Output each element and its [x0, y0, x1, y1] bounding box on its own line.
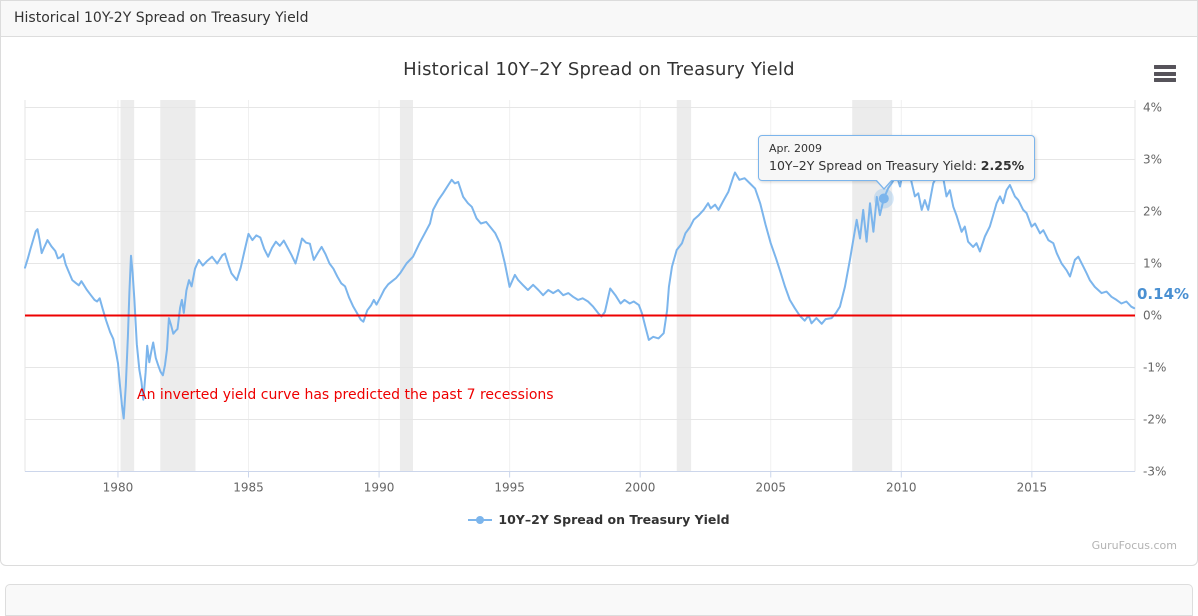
- x-axis-label: 1980: [103, 481, 134, 495]
- x-axis-label: 1990: [364, 481, 395, 495]
- legend-item[interactable]: 10Y–2Y Spread on Treasury Yield: [0, 512, 1198, 527]
- page-header-title: Historical 10Y-2Y Spread on Treasury Yie…: [14, 10, 309, 26]
- y-axis-label: -2%: [1143, 412, 1166, 426]
- x-axis-label: 1985: [233, 481, 264, 495]
- recession-band: [160, 100, 196, 472]
- chart-tooltip: Apr. 2009 10Y–2Y Spread on Treasury Yiel…: [758, 135, 1036, 190]
- last-value-label: 0.14%: [1137, 285, 1190, 303]
- watermark: GuruFocus.com: [1091, 539, 1177, 552]
- chart-title: Historical 10Y–2Y Spread on Treasury Yie…: [403, 59, 795, 80]
- y-axis-label: 4%: [1143, 100, 1162, 114]
- x-axis-label: 2000: [625, 481, 656, 495]
- tooltip-value: 2.25%: [980, 158, 1025, 173]
- y-axis-label: 0%: [1143, 308, 1162, 322]
- x-axis-label: 1995: [494, 481, 525, 495]
- y-axis-label: 3%: [1143, 152, 1162, 166]
- highlighted-point-marker[interactable]: [878, 193, 889, 204]
- recession-band: [120, 100, 135, 472]
- plot-area[interactable]: 1980 1985 1990 1995 2000 2005 2010 2015 4% 3% 2% 1%…: [0, 0, 1198, 590]
- y-axis-label: 1%: [1143, 256, 1162, 270]
- hamburger-menu-icon[interactable]: [1154, 65, 1176, 84]
- tooltip-date: Apr. 2009: [769, 142, 823, 155]
- x-axis-label: 2010: [886, 481, 917, 495]
- y-axis-label: -3%: [1143, 465, 1166, 479]
- page-header: Historical 10Y-2Y Spread on Treasury Yie…: [1, 1, 1197, 37]
- chart-annotation: An inverted yield curve has predicted th…: [137, 387, 554, 403]
- tooltip-series-value: 10Y–2Y Spread on Treasury Yield: 2.25%: [769, 158, 1025, 173]
- x-axis-label: 2015: [1017, 481, 1048, 495]
- y-axis-label: 2%: [1143, 204, 1162, 218]
- legend-label: 10Y–2Y Spread on Treasury Yield: [498, 512, 730, 527]
- legend-marker-icon: [468, 515, 493, 524]
- x-axis-label: 2005: [755, 481, 786, 495]
- recession-band: [676, 100, 692, 472]
- y-axis-label: -1%: [1143, 360, 1166, 374]
- recession-band: [399, 100, 414, 472]
